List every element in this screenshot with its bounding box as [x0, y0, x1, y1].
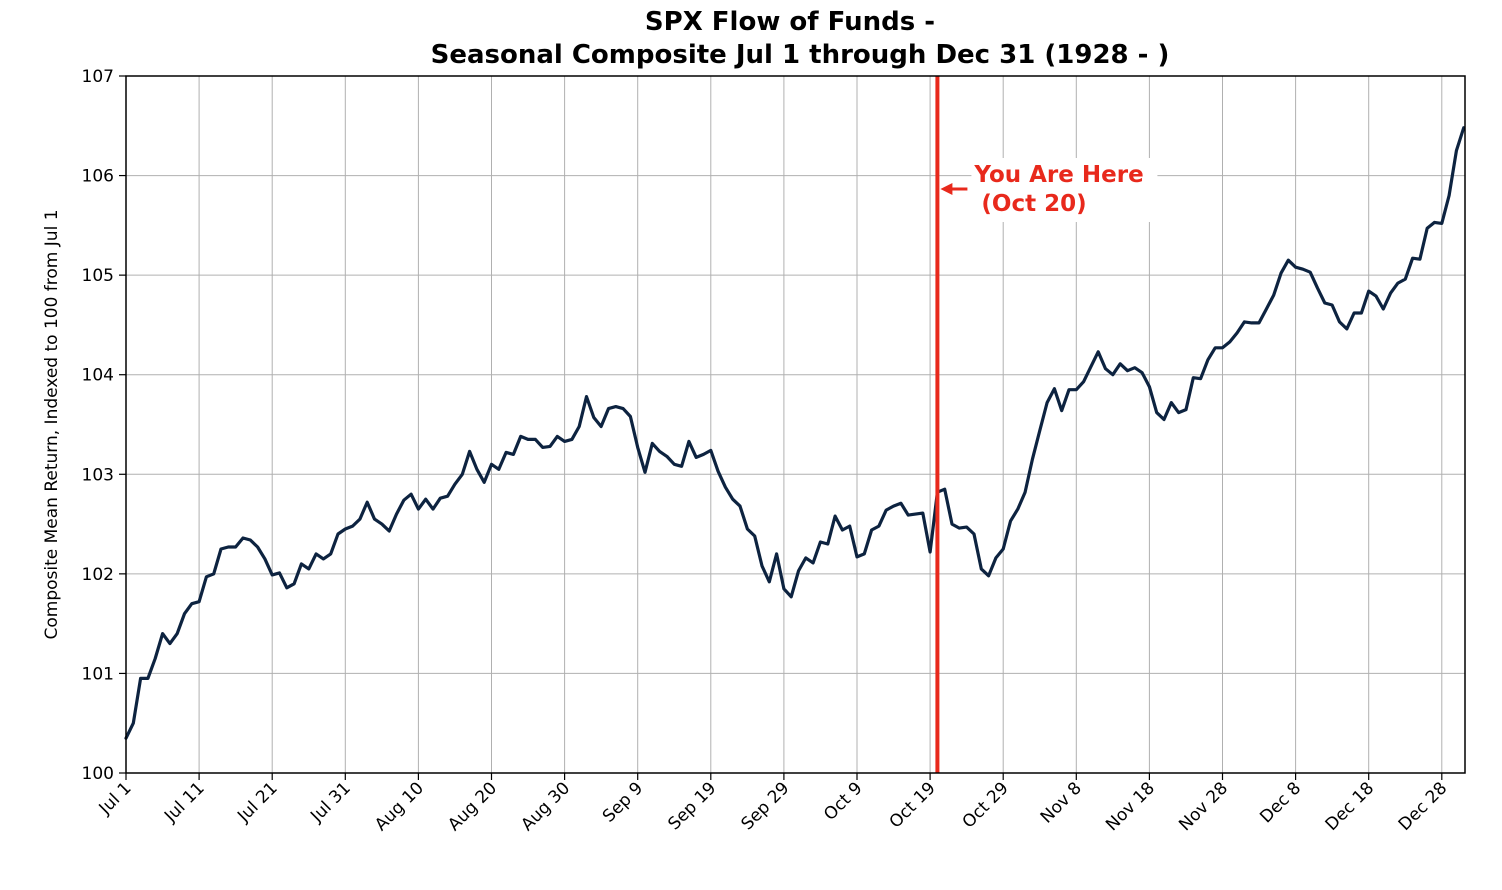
x-tick-label: Nov 18 — [1102, 778, 1159, 835]
x-tick-label: Aug 10 — [371, 778, 428, 835]
annotation-line-2: (Oct 20) — [981, 191, 1086, 217]
y-tick-label: 107 — [82, 67, 114, 87]
y-tick-label: 103 — [82, 465, 114, 485]
x-tick-label: Sep 9 — [599, 778, 647, 826]
y-tick-label: 104 — [82, 366, 114, 386]
x-tick-label: Sep 19 — [664, 778, 720, 834]
chart-title-line-1: SPX Flow of Funds - — [645, 7, 935, 37]
series-layer — [124, 126, 1466, 740]
x-tick-label: Oct 29 — [959, 778, 1013, 832]
x-tick-label: Oct 19 — [886, 778, 940, 832]
x-tick-label: Oct 9 — [820, 778, 866, 824]
y-tick-label: 100 — [82, 764, 114, 784]
y-axis-ticks: 100 101 102 103 104 105 106 107 — [82, 67, 126, 784]
x-axis-ticks: Jul 1 Jul 11 Jul 21 Jul 31 Aug 10 Aug 20 Aug 3… — [95, 773, 1452, 835]
annotation-background — [971, 158, 1158, 222]
x-tick-label: Aug 30 — [517, 778, 574, 835]
y-tick-label: 105 — [82, 266, 114, 286]
x-tick-label: Jul 31 — [306, 778, 354, 826]
x-tick-label: Sep 29 — [738, 778, 794, 834]
y-tick-label: 101 — [82, 664, 114, 684]
x-tick-label: Dec 18 — [1322, 778, 1379, 835]
y-tick-label: 102 — [82, 565, 114, 585]
annotation-arrowhead — [940, 183, 953, 195]
series-line — [124, 126, 1466, 740]
grid-layer — [125, 75, 1465, 774]
plot-frame — [125, 75, 1466, 774]
annotation-line-1: You Are Here — [973, 162, 1143, 188]
x-tick-label: Jul 11 — [160, 778, 208, 826]
x-tick-label: Dec 8 — [1256, 778, 1305, 827]
x-tick-label: Jul 21 — [233, 778, 281, 826]
chart-title-line-2: Seasonal Composite Jul 1 through Dec 31 … — [431, 40, 1170, 70]
y-axis-label: Composite Mean Return, Indexed to 100 fr… — [42, 209, 62, 639]
x-tick-label: Dec 28 — [1395, 778, 1452, 835]
x-tick-label: Nov 28 — [1175, 778, 1232, 835]
x-tick-label: Aug 20 — [444, 778, 501, 835]
x-tick-label: Nov 8 — [1037, 778, 1086, 827]
y-tick-label: 106 — [82, 167, 114, 187]
x-tick-label: Jul 1 — [95, 778, 136, 819]
